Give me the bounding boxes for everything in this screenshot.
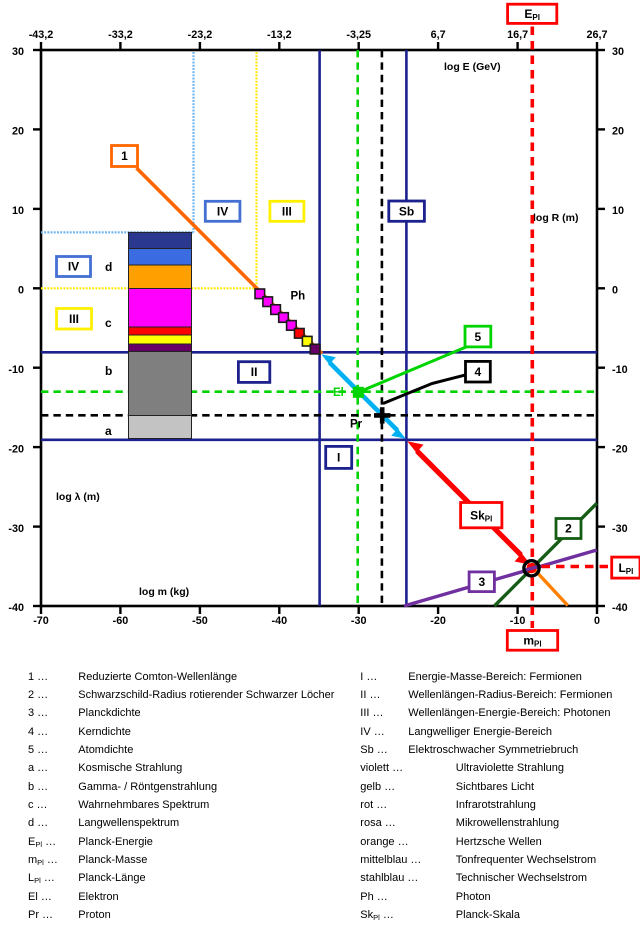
svg-text:log λ (m): log λ (m) [56,491,100,503]
svg-text:16,7: 16,7 [507,29,528,41]
svg-text:-23,2: -23,2 [188,29,213,41]
svg-text:20: 20 [612,126,624,138]
svg-text:0: 0 [18,285,24,297]
svg-text:-50: -50 [192,615,208,627]
svg-text:-10: -10 [8,364,24,376]
svg-text:4: 4 [475,365,482,379]
svg-text:0: 0 [612,285,618,297]
svg-text:3: 3 [478,575,485,589]
svg-text:log E (GeV): log E (GeV) [444,61,501,73]
svg-text:Pr: Pr [350,419,363,431]
svg-text:log R (m): log R (m) [533,212,579,224]
svg-text:2: 2 [565,522,572,536]
svg-text:-20: -20 [8,443,24,455]
svg-text:-43,2: -43,2 [29,29,54,41]
svg-text:-60: -60 [113,615,129,627]
svg-text:-10: -10 [510,615,526,627]
svg-text:6,7: 6,7 [431,29,446,41]
svg-text:-40: -40 [8,602,24,614]
svg-text:10: 10 [612,205,624,217]
svg-text:Ph: Ph [291,291,306,303]
svg-text:-3,25: -3,25 [346,29,371,41]
svg-text:b: b [105,364,112,378]
svg-text:-40: -40 [612,602,628,614]
svg-text:-40: -40 [271,615,287,627]
svg-text:30: 30 [612,46,624,58]
svg-text:I: I [337,451,340,465]
svg-text:30: 30 [12,46,24,58]
svg-text:1: 1 [121,149,128,163]
svg-text:0: 0 [594,615,600,627]
svg-text:El: El [333,387,344,399]
svg-text:IV: IV [68,260,79,274]
svg-text:-30: -30 [8,523,24,535]
svg-text:Sb: Sb [399,204,414,218]
svg-text:-33,2: -33,2 [108,29,133,41]
svg-text:-10: -10 [612,364,628,376]
svg-text:20: 20 [12,126,24,138]
svg-text:5: 5 [475,330,482,344]
svg-text:-70: -70 [33,615,49,627]
svg-text:III: III [69,312,79,326]
svg-text:III: III [282,205,292,219]
svg-text:26,7: 26,7 [586,29,607,41]
svg-text:c: c [105,316,112,330]
svg-text:II: II [251,365,258,379]
svg-text:IV: IV [217,205,228,219]
svg-text:-13,2: -13,2 [267,29,292,41]
svg-text:-20: -20 [612,443,628,455]
svg-text:10: 10 [12,205,24,217]
svg-text:-30: -30 [612,523,628,535]
svg-text:a: a [105,424,112,438]
svg-text:d: d [105,260,112,274]
svg-text:log m (kg): log m (kg) [139,586,189,598]
svg-text:-30: -30 [351,615,367,627]
svg-text:-20: -20 [430,615,446,627]
